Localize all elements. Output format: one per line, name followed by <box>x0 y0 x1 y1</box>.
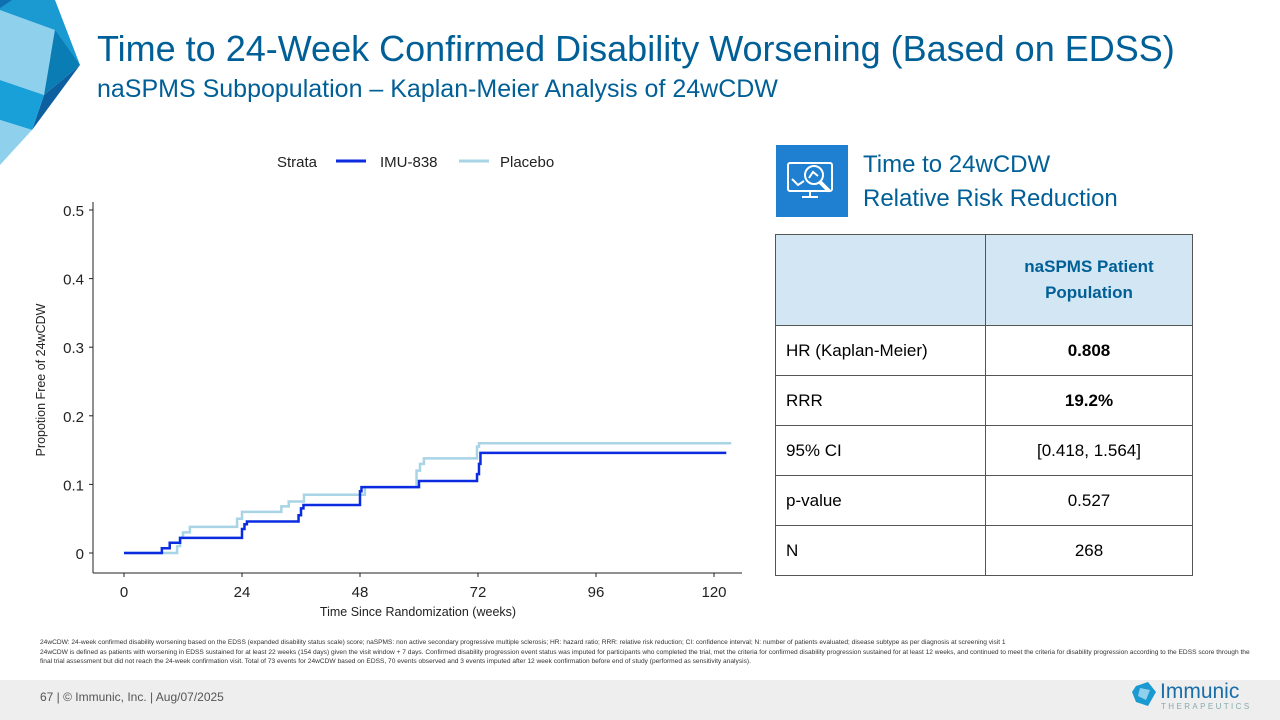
y-tick-label: 0.1 <box>63 477 84 494</box>
row-label: RRR <box>775 375 986 426</box>
footnote: 24wCDW: 24-week confirmed disability wor… <box>40 639 1006 646</box>
x-tick-label: 48 <box>352 584 369 601</box>
table-header-row: naSPMS Patient Population <box>775 234 1193 326</box>
x-tick-label: 0 <box>120 584 128 601</box>
row-label: 95% CI <box>775 425 986 476</box>
row-label: N <box>775 525 986 576</box>
immunic-logo: Immunic THERAPEUTICS <box>1130 680 1249 715</box>
footnote: 24wCDW is defined as patients with worse… <box>40 648 1250 666</box>
y-axis-label: Propotion Free of 24wCDW <box>34 303 48 456</box>
series-line-placebo <box>124 441 732 555</box>
kpi-heading: Time to 24wCDW Relative Risk Reduction <box>863 148 1118 216</box>
table-row: p-value 0.527 <box>775 475 1193 526</box>
y-tick-label: 0.4 <box>63 272 84 289</box>
legend-label: IMU-838 <box>380 154 438 171</box>
legend-label: Placebo <box>500 154 554 171</box>
row-value: 268 <box>985 525 1193 576</box>
x-axis-label: Time Since Randomization (weeks) <box>320 605 516 619</box>
y-tick-label: 0.3 <box>63 340 84 357</box>
monitor-magnifier-chart-icon <box>776 145 848 217</box>
x-tick-label: 120 <box>701 584 726 601</box>
y-tick-label: 0 <box>76 546 84 563</box>
table-row: N 268 <box>775 525 1193 576</box>
page-subtitle: naSPMS Subpopulation – Kaplan-Meier Anal… <box>97 75 778 103</box>
results-table: naSPMS Patient Population HR (Kaplan-Mei… <box>775 234 1193 576</box>
corner-decoration <box>0 0 80 165</box>
column-header: naSPMS Patient Population <box>985 234 1193 326</box>
footer-bar <box>0 680 1280 720</box>
logo-mark-icon <box>1132 682 1156 706</box>
km-chart: 0 0.1 0.2 0.3 0.4 0.5 0 24 48 72 96 120 Time Since R… <box>34 154 742 619</box>
row-value: 0.527 <box>985 475 1193 526</box>
series-line-imu-838 <box>124 451 727 555</box>
table-row: 95% CI [0.418, 1.564] <box>775 425 1193 476</box>
kpi-line-1: Time to 24wCDW <box>863 151 1051 178</box>
page-title: Time to 24-Week Confirmed Disability Wor… <box>97 28 1175 69</box>
kpi-line-2: Relative Risk Reduction <box>863 185 1118 212</box>
legend-title: Strata <box>277 154 318 171</box>
x-tick-label: 24 <box>234 584 251 601</box>
y-tick-label: 0.5 <box>63 203 84 220</box>
y-tick-label: 0.2 <box>63 409 84 426</box>
page-footer-text: 67 | © Immunic, Inc. | Aug/07/2025 <box>40 690 224 704</box>
row-value: 19.2% <box>985 375 1193 426</box>
row-value: 0.808 <box>985 325 1193 376</box>
row-label: HR (Kaplan-Meier) <box>775 325 986 376</box>
x-tick-label: 96 <box>588 584 605 601</box>
table-row: RRR 19.2% <box>775 375 1193 426</box>
row-value: [0.418, 1.564] <box>985 425 1193 476</box>
table-row: HR (Kaplan-Meier) 0.808 <box>775 325 1193 376</box>
row-label: p-value <box>775 475 986 526</box>
x-tick-label: 72 <box>470 584 487 601</box>
footnotes: 24wCDW: 24-week confirmed disability wor… <box>40 638 1250 667</box>
